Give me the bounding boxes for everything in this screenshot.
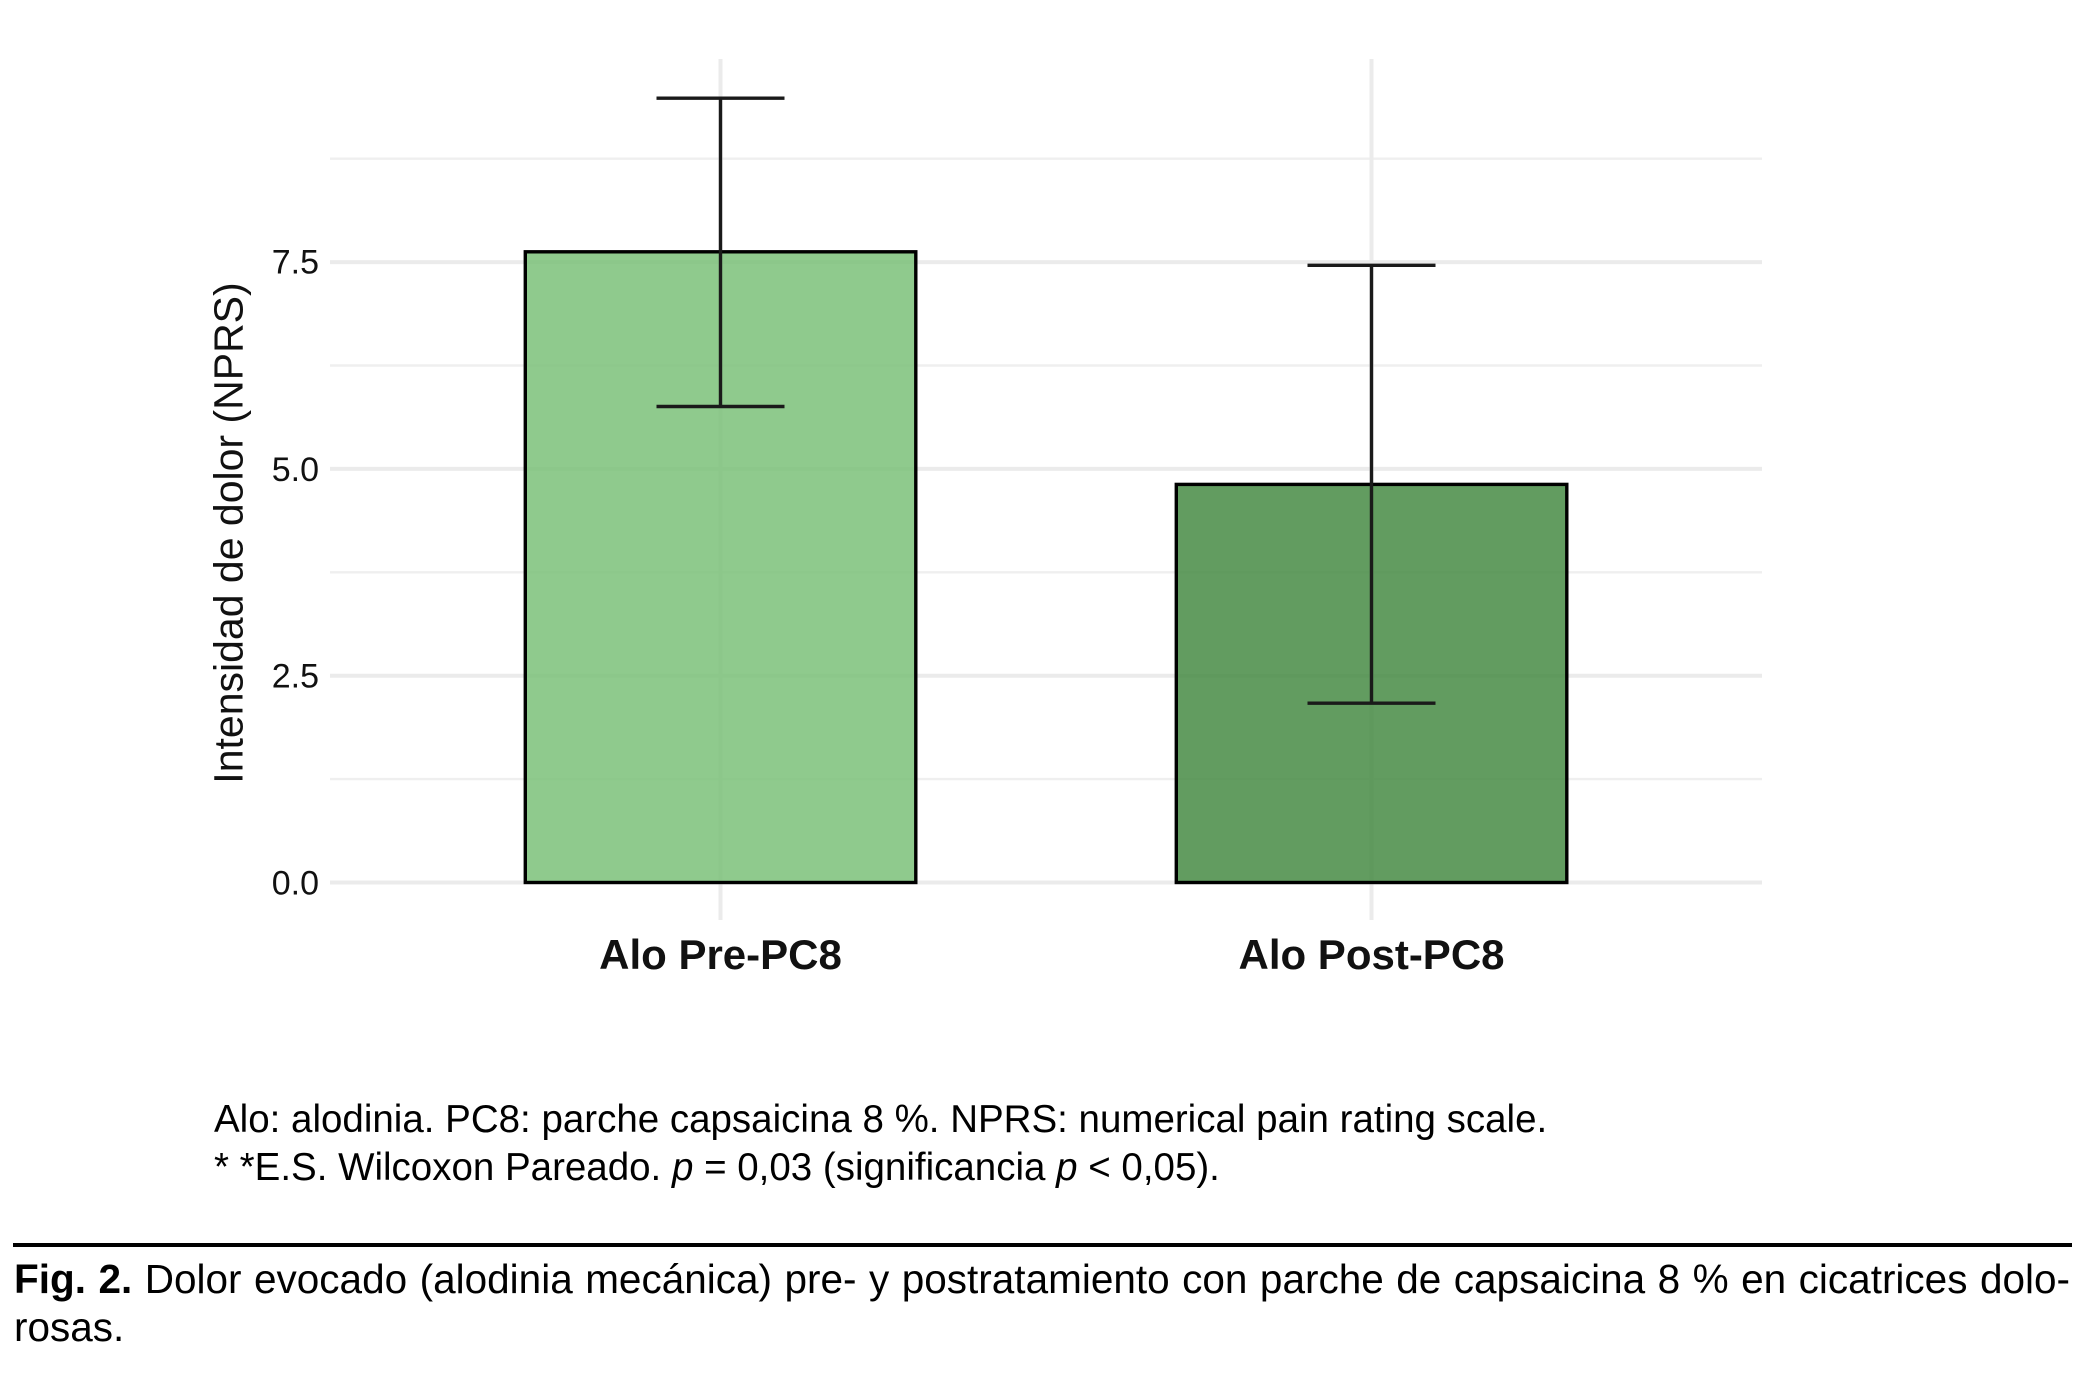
- svg-text:7.5: 7.5: [272, 244, 319, 282]
- svg-text:2.5: 2.5: [272, 658, 319, 696]
- svg-text:Intensidad de dolor (NPRS): Intensidad de dolor (NPRS): [206, 282, 252, 783]
- svg-text:Alo Post-PC8: Alo Post-PC8: [1238, 931, 1504, 978]
- svg-text:5.0: 5.0: [272, 451, 319, 489]
- svg-text:Alo Pre-PC8: Alo Pre-PC8: [599, 931, 842, 978]
- svg-text:0.0: 0.0: [272, 865, 319, 903]
